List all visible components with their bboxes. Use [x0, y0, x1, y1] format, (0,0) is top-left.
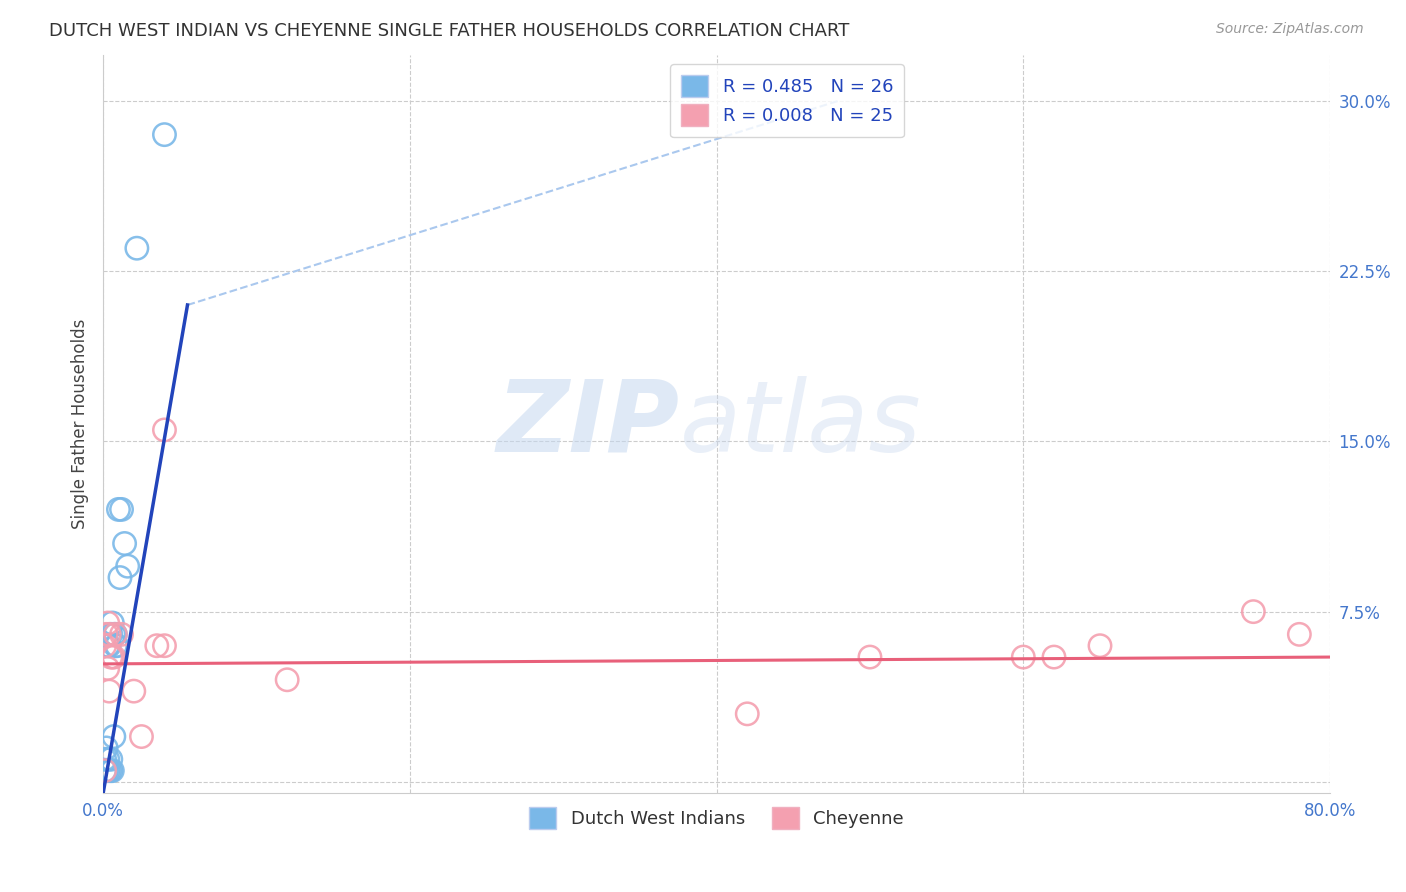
Point [101, 764, 124, 778]
Point [101, 615, 124, 630]
Point [117, 559, 139, 574]
Point [114, 536, 136, 550]
Point [153, 639, 176, 653]
Point [93, 639, 115, 653]
Point [153, 128, 176, 142]
Point [100, 627, 122, 641]
Point [97, 615, 120, 630]
Point [859, 650, 882, 665]
Point [97, 639, 120, 653]
Text: atlas: atlas [679, 376, 921, 473]
Point [1012, 650, 1035, 665]
Text: Source: ZipAtlas.com: Source: ZipAtlas.com [1216, 22, 1364, 37]
Point [100, 752, 122, 766]
Point [110, 627, 132, 641]
Point [98, 639, 121, 653]
Point [131, 730, 153, 744]
Point [93, 764, 115, 778]
Point [103, 730, 125, 744]
Point [96, 627, 118, 641]
Point [1241, 605, 1264, 619]
Text: ZIP: ZIP [496, 376, 679, 473]
Point [146, 639, 169, 653]
Point [105, 639, 128, 653]
Point [96, 764, 118, 778]
Point [103, 627, 125, 641]
Y-axis label: Single Father Households: Single Father Households [72, 319, 89, 530]
Point [93, 764, 115, 778]
Point [93, 752, 115, 766]
Point [100, 650, 122, 665]
Point [276, 673, 298, 687]
Point [96, 740, 118, 755]
Point [110, 502, 132, 516]
Point [153, 423, 176, 437]
Point [108, 570, 131, 584]
Point [1043, 650, 1066, 665]
Point [97, 752, 120, 766]
Point [103, 650, 125, 665]
Text: DUTCH WEST INDIAN VS CHEYENNE SINGLE FATHER HOUSEHOLDS CORRELATION CHART: DUTCH WEST INDIAN VS CHEYENNE SINGLE FAT… [49, 22, 849, 40]
Point [735, 706, 758, 721]
Point [98, 764, 121, 778]
Point [97, 661, 120, 675]
Point [101, 650, 124, 665]
Legend: Dutch West Indians, Cheyenne: Dutch West Indians, Cheyenne [522, 799, 911, 836]
Point [98, 627, 121, 641]
Point [98, 684, 121, 698]
Point [104, 639, 127, 653]
Point [107, 502, 129, 516]
Point [104, 627, 127, 641]
Point [97, 764, 120, 778]
Point [100, 764, 122, 778]
Point [1088, 639, 1111, 653]
Point [104, 627, 127, 641]
Point [125, 241, 148, 255]
Point [122, 684, 145, 698]
Point [1288, 627, 1310, 641]
